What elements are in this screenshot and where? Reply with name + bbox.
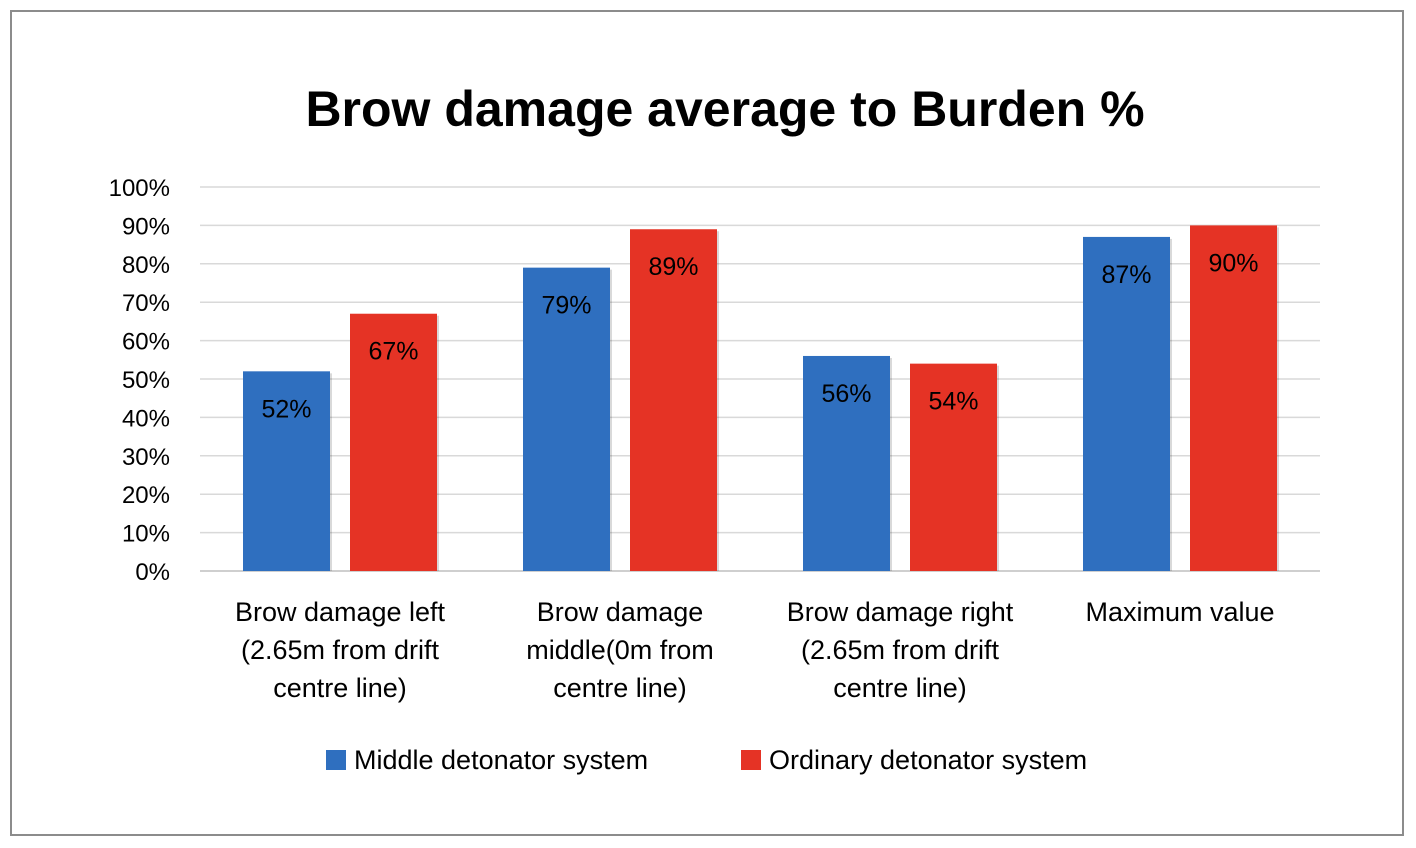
x-tick-label: Brow damage left — [235, 597, 446, 627]
bar-shadow — [437, 315, 439, 571]
bar-shadow — [717, 231, 719, 572]
bar-shadow — [610, 269, 612, 571]
data-label: 67% — [368, 338, 418, 366]
legend-swatch — [326, 750, 346, 770]
bar — [630, 229, 717, 572]
x-axis-tick-labels: Brow damage left (2.65m from drift centre … — [235, 597, 1275, 703]
bar — [523, 267, 610, 571]
x-tick-label: Brow damage — [537, 597, 704, 627]
bar — [910, 363, 997, 571]
bars — [243, 225, 1279, 572]
y-tick-label: 100% — [109, 175, 170, 202]
bar-shadow — [997, 365, 999, 571]
y-tick-label: 70% — [122, 290, 170, 317]
y-axis-tick-labels: 0% 10% 20% 30% 40% 50% 60% 70% 80% 90% 100% — [109, 175, 170, 586]
data-label: 56% — [821, 380, 871, 408]
bar — [1190, 225, 1277, 571]
y-tick-label: 50% — [122, 367, 170, 394]
bar — [803, 355, 890, 571]
x-tick-label: middle(0m from — [526, 635, 714, 665]
data-label: 89% — [648, 253, 698, 281]
x-tick-label: centre line) — [833, 673, 967, 703]
data-labels: 52% 79% 56% 87% 67% 89% 54% 90% — [261, 249, 1258, 423]
data-label: 54% — [928, 388, 978, 416]
y-tick-label: 60% — [122, 329, 170, 356]
chart-title: Brow damage average to Burden % — [305, 81, 1144, 137]
legend-swatch — [741, 750, 761, 770]
data-label: 79% — [541, 292, 591, 320]
bar — [350, 313, 437, 571]
data-label: 52% — [261, 395, 311, 423]
legend-label: Middle detonator system — [354, 745, 648, 775]
y-tick-label: 90% — [122, 213, 170, 240]
bar — [1083, 236, 1170, 572]
legend: Middle detonator system Ordinary detonato… — [326, 745, 1087, 775]
legend-label: Ordinary detonator system — [769, 745, 1087, 775]
bar-shadow — [1277, 227, 1279, 571]
x-tick-label: centre line) — [273, 673, 407, 703]
x-tick-label: (2.65m from drift — [241, 635, 440, 665]
y-tick-label: 30% — [122, 444, 170, 471]
bar-shadow — [1170, 238, 1172, 572]
data-label: 90% — [1208, 249, 1258, 277]
bar-shadow — [330, 373, 332, 571]
y-tick-label: 0% — [135, 559, 170, 586]
x-tick-label: Brow damage right — [787, 597, 1014, 627]
x-tick-label: (2.65m from drift — [801, 635, 1000, 665]
y-tick-label: 10% — [122, 521, 170, 548]
x-tick-label: centre line) — [553, 673, 687, 703]
data-label: 87% — [1101, 261, 1151, 289]
x-tick-label: Maximum value — [1085, 597, 1274, 627]
bar — [243, 371, 330, 571]
bar-shadow — [890, 357, 892, 571]
y-tick-label: 40% — [122, 405, 170, 432]
y-tick-label: 80% — [122, 252, 170, 279]
y-tick-label: 20% — [122, 482, 170, 509]
